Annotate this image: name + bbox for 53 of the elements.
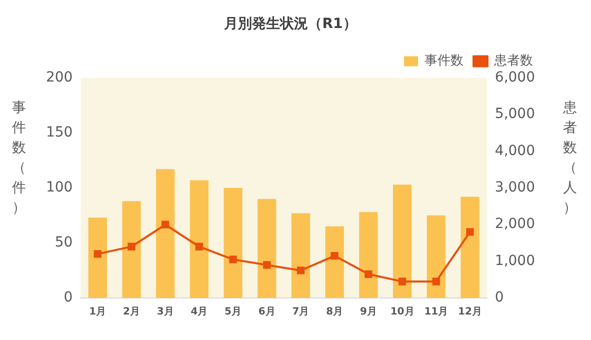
point [195,242,204,250]
bar [88,218,107,298]
point [229,256,237,264]
bar [258,198,276,298]
x-tick-label: 9月 [360,306,377,318]
bar [460,196,480,298]
point [466,228,474,236]
point [398,278,406,286]
y2-tick-label: 2,000 [494,216,536,232]
y-tick-label: 0 [64,290,73,306]
x-tick-label: 4月 [190,306,208,318]
point [263,261,271,269]
y2-tick-label: 3,000 [494,180,536,196]
bar [325,226,344,298]
y2-tick-label: 1,000 [494,252,536,269]
point [296,266,305,274]
legend-label: 患者数 [493,54,533,69]
bar [122,201,141,298]
legend-label: 事件数 [424,54,464,69]
chart-title: 月別発生状況（R1） [223,16,357,32]
y-tick-label: 200 [46,69,73,86]
x-tick-label: 2月 [123,306,140,318]
y2-tick-label: 4,000 [494,142,536,159]
point [330,252,338,260]
y2-tick-label: 6,000 [494,69,536,86]
point [162,220,170,228]
bar [392,184,412,298]
y-tick-label: 50 [54,234,73,251]
y-tick-label: 100 [46,180,73,196]
x-tick-label: 6月 [258,306,276,318]
bar [426,215,446,298]
bar [190,180,209,298]
y2-tick-label: 0 [494,290,504,306]
bar [291,213,310,298]
point [432,278,440,286]
bar [359,212,378,298]
point [364,270,372,278]
y-axis-title: 事件数（件） [11,99,27,218]
x-tick-label: 5月 [224,306,242,318]
x-tick-label: 8月 [326,306,344,318]
y2-tick-label: 5,000 [494,106,536,122]
x-tick-label: 7月 [292,306,310,318]
bar [224,188,242,298]
x-tick-label: 11月 [424,306,448,318]
x-tick-label: 12月 [458,306,482,318]
y2-axis-title: 患者数（人） [562,99,578,218]
bar [156,169,175,298]
y-tick-label: 150 [46,124,73,140]
x-tick-label: 1月 [89,306,106,318]
x-tick-label: 3月 [156,306,174,318]
point [128,242,136,250]
point [94,250,102,258]
x-tick-label: 10月 [390,306,414,318]
